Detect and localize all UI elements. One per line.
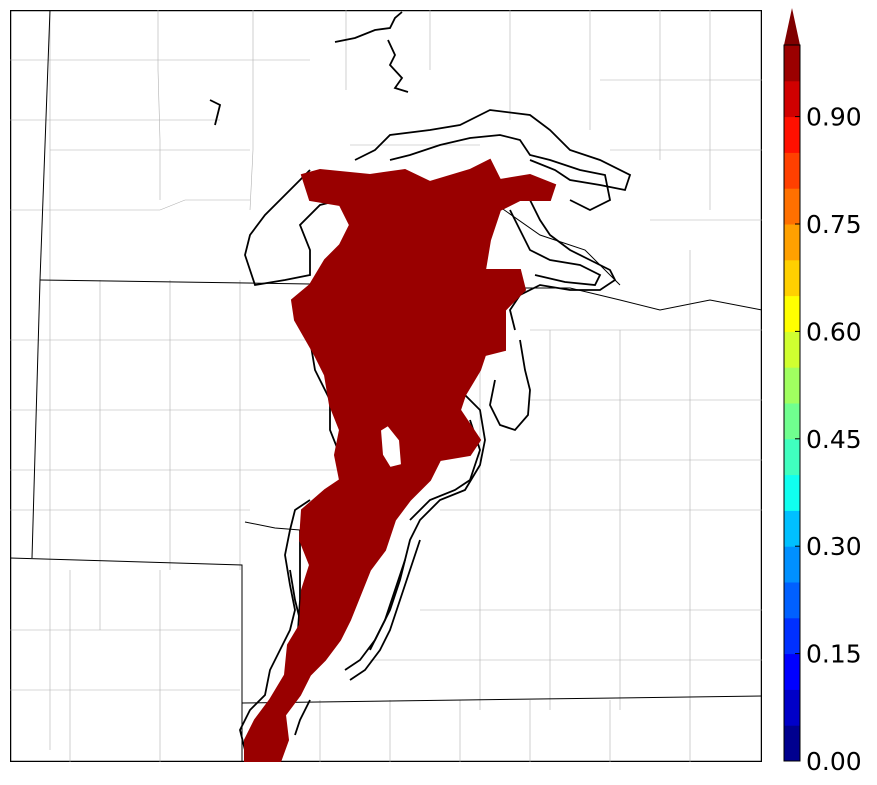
colorbar-tick-label: 0.00 [806,747,862,776]
colorbar-tick-label: 0.75 [806,210,862,239]
colorbar: 0.00 0.15 0.30 0.45 0.60 0.75 0.90 [783,8,862,776]
colorbar-band [784,546,800,583]
county-borders [10,10,762,762]
river-borders [209,11,409,126]
colorbar-band [784,152,800,189]
colorbar-tick-label: 0.90 [806,103,862,132]
colorbar-tick-label: 0.30 [806,532,862,561]
colorbar-band [784,259,800,297]
colorbar-band [784,224,800,261]
colorbar-band [784,295,800,332]
colorbar-band [784,188,800,225]
colorbar-band [784,367,800,404]
colorbar-band [784,510,800,547]
colorbar-extend-arrow [784,8,800,45]
map-panel [10,10,762,762]
colorbar-tick-label: 0.45 [806,425,862,454]
colorbar-band [784,653,800,690]
colorbar-band [784,725,800,762]
colorbar-band [784,617,800,655]
colorbar-band [784,474,800,511]
colorbar-band [784,80,800,118]
colorbar-band [784,689,800,726]
probability-filled-region [244,158,557,762]
colorbar-band [784,45,800,82]
colorbar-band [784,438,800,476]
colorbar-ticks: 0.00 0.15 0.30 0.45 0.60 0.75 0.90 [795,103,862,776]
colorbar-band [784,403,800,440]
colorbar-frame [783,44,801,762]
colorbar-bands [784,45,800,762]
colorbar-band [784,116,800,153]
colorbar-band [784,582,800,619]
colorbar-tick-label: 0.60 [806,317,862,346]
colorbar-band [784,331,800,368]
colorbar-tick-label: 0.15 [806,640,862,669]
